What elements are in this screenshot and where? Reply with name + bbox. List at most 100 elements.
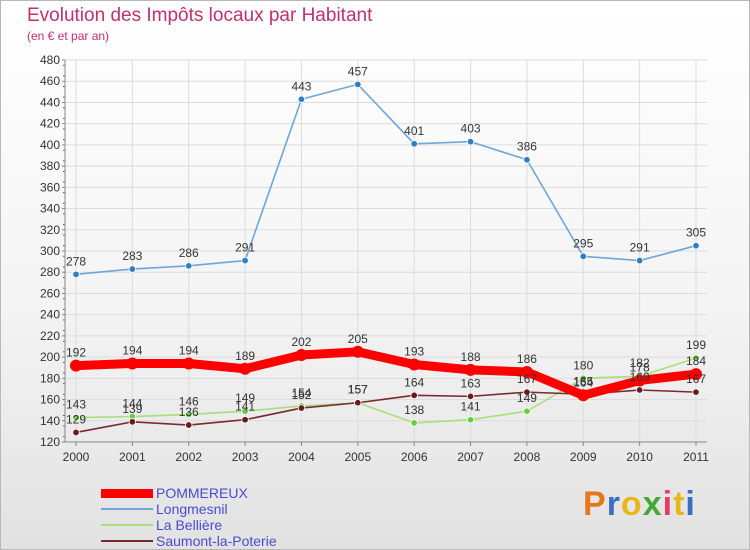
point-pommereux-2005	[351, 345, 364, 358]
data-label-la-belliere-2000: 143	[66, 398, 86, 412]
y-tick-label-300: 300	[40, 244, 60, 258]
data-label-saumont-la-poterie-2011: 167	[686, 372, 706, 386]
logo-letter: x	[642, 485, 663, 523]
point-pommereux-2010	[633, 374, 646, 387]
data-label-pommereux-2009: 164	[573, 375, 593, 389]
data-label-la-belliere-2007: 141	[461, 400, 481, 414]
chart-subtitle: (en € et par an)	[27, 29, 110, 43]
point-pommereux-2004	[295, 348, 308, 361]
y-tick-label-220: 220	[40, 329, 60, 343]
logo-letter: o	[620, 485, 643, 523]
data-label-pommereux-2010: 178	[630, 360, 650, 374]
legend-item-pommereux: POMMEREUX	[101, 485, 361, 501]
legend-label-la-belliere: La Bellière	[156, 517, 223, 533]
x-tick-label-2004: 2004	[288, 450, 315, 464]
point-pommereux-2009	[577, 389, 590, 402]
chart-title: Evolution des Impôts locaux par Habitant	[27, 5, 373, 26]
data-label-pommereux-2011: 184	[686, 354, 706, 368]
series-line-saumont-la-poterie	[75, 389, 697, 434]
data-label-saumont-la-poterie-2007: 163	[461, 376, 481, 390]
point-saumont-la-poterie-2011	[692, 388, 700, 396]
legend-swatch-longmesnil	[101, 501, 153, 517]
x-tick-label-2011: 2011	[683, 450, 709, 464]
legend-label-pommereux: POMMEREUX	[156, 485, 248, 501]
y-tick-label-140: 140	[40, 414, 60, 428]
data-label-longmesnil-2004: 443	[291, 79, 311, 93]
data-label-pommereux-2004: 202	[291, 335, 311, 349]
data-label-longmesnil-2002: 286	[179, 246, 199, 260]
x-tick-label-2009: 2009	[570, 450, 597, 464]
point-longmesnil-2010	[635, 256, 644, 265]
x-tick-label-2008: 2008	[514, 450, 541, 464]
data-label-la-belliere-2001: 144	[122, 397, 142, 411]
point-saumont-la-poterie-2010	[635, 386, 644, 394]
data-label-longmesnil-2011: 305	[686, 226, 706, 240]
point-saumont-la-poterie-2000	[72, 428, 80, 437]
logo-letter: r	[606, 485, 621, 523]
x-tick-label-2001: 2001	[119, 450, 146, 464]
y-tick-label-380: 380	[40, 159, 60, 173]
point-saumont-la-poterie-2008	[523, 388, 531, 396]
logo-letter: P	[583, 485, 607, 523]
data-label-saumont-la-poterie-2004: 152	[291, 388, 311, 402]
data-label-saumont-la-poterie-2000: 129	[66, 412, 86, 426]
data-label-pommereux-2005: 205	[348, 332, 368, 346]
point-longmesnil-2000	[72, 270, 80, 279]
x-tick-label-2003: 2003	[232, 450, 259, 464]
data-label-pommereux-2008: 186	[517, 352, 537, 366]
point-saumont-la-poterie-2005	[354, 399, 362, 407]
data-label-longmesnil-2003: 291	[235, 241, 255, 255]
data-label-pommereux-2000: 192	[66, 346, 86, 360]
y-tick-label-280: 280	[40, 265, 60, 279]
x-tick-label-2006: 2006	[401, 450, 428, 464]
logo-letter: t	[673, 485, 686, 523]
x-tick-label-2010: 2010	[626, 450, 653, 464]
point-la-belliere-2006	[410, 419, 418, 427]
data-label-longmesnil-2009: 295	[573, 236, 593, 250]
legend-label-saumont-la-poterie: Saumont-la-Poterie	[156, 533, 277, 549]
data-label-la-belliere-2011: 199	[686, 338, 706, 352]
point-longmesnil-2001	[128, 265, 137, 273]
data-label-la-belliere-2005: 157	[348, 383, 368, 397]
series-line-longmesnil	[75, 83, 697, 276]
point-longmesnil-2007	[466, 138, 475, 146]
point-la-belliere-2008	[523, 407, 531, 415]
axes: 120 140 160 180 200 220 240 260 280 300 320 340 360 3…	[40, 53, 709, 464]
point-la-belliere-2009	[579, 374, 587, 383]
series	[70, 80, 702, 437]
data-label-longmesnil-2007: 403	[461, 122, 481, 136]
data-label-longmesnil-2006: 401	[404, 124, 424, 138]
y-tick-label-360: 360	[40, 180, 60, 194]
y-tick-label-160: 160	[40, 393, 60, 407]
proxiti-logo: Proxiti	[583, 485, 696, 524]
legend: POMMEREUX Longmesnil La Bellière Saumont…	[101, 485, 361, 549]
data-label-saumont-la-poterie-2001: 139	[122, 402, 142, 416]
data-label-pommereux-2003: 189	[235, 349, 255, 363]
data-label-saumont-la-poterie-2003: 141	[235, 400, 255, 414]
data-label-longmesnil-2001: 283	[122, 249, 142, 263]
point-longmesnil-2004	[297, 95, 306, 103]
point-pommereux-2007	[464, 363, 477, 376]
point-pommereux-2002	[182, 357, 195, 370]
legend-item-la-belliere: La Bellière	[101, 517, 361, 533]
point-la-belliere-2011	[692, 354, 700, 362]
point-longmesnil-2009	[579, 252, 587, 261]
y-tick-label-400: 400	[40, 138, 60, 152]
point-pommereux-2003	[239, 362, 252, 375]
logo-letter: i	[685, 485, 696, 523]
data-label-la-belliere-2003: 149	[235, 391, 255, 405]
point-la-belliere-2003	[241, 407, 249, 415]
legend-swatch-pommereux	[101, 485, 153, 501]
point-longmesnil-2002	[185, 262, 193, 270]
legend-item-saumont-la-poterie: Saumont-la-Poterie	[101, 533, 361, 549]
y-tick-label-480: 480	[40, 53, 60, 67]
logo-letter: i	[662, 485, 674, 523]
y-tick-label-340: 340	[40, 202, 60, 216]
point-pommereux-2000	[70, 359, 82, 372]
y-tick-label-120: 120	[40, 435, 60, 449]
data-label-la-belliere-2009: 180	[573, 358, 593, 372]
point-longmesnil-2005	[354, 80, 362, 89]
data-label-saumont-la-poterie-2002: 136	[179, 405, 199, 419]
